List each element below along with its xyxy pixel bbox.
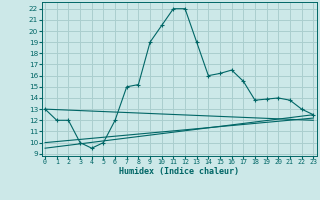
X-axis label: Humidex (Indice chaleur): Humidex (Indice chaleur)	[119, 167, 239, 176]
